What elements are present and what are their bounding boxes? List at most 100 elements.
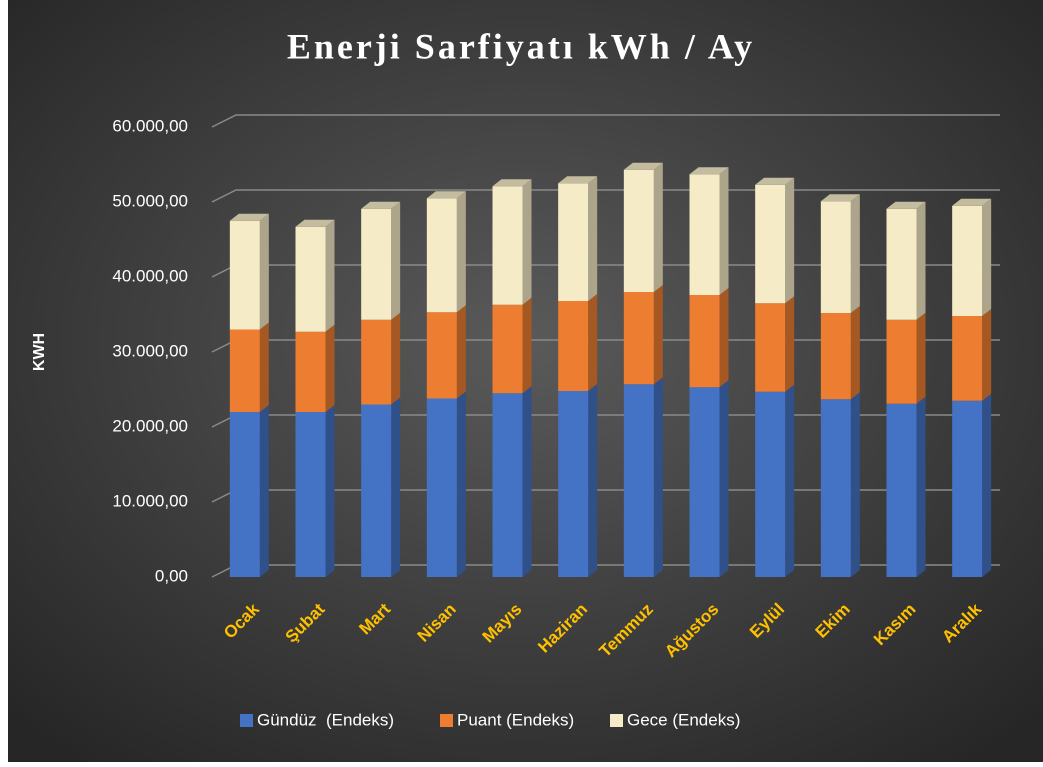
bar [229,220,260,330]
bar-top [426,191,466,199]
bar [426,312,457,399]
bar-top [295,219,335,227]
bar [886,208,917,320]
bar [755,184,786,304]
bar-side [982,309,992,401]
bar-top [689,167,729,175]
bar [558,391,589,577]
legend-label: Gece (Endeks) [627,710,740,729]
bar-side [259,213,269,330]
bar-top [952,198,992,206]
bar [952,400,983,577]
bar [820,201,851,313]
bar-side [325,219,335,332]
bar-top [361,201,401,209]
bar [689,387,720,577]
bar-side [391,397,401,577]
bar [426,198,457,313]
bar-side [653,162,663,292]
legend-swatch [240,714,253,727]
chart-title: Enerji Sarfiyatı kWh / Ay [287,26,755,66]
bar-top [623,162,663,170]
bar-side [719,288,729,388]
bar [229,329,260,412]
bar [295,412,326,577]
bar-side [719,167,729,295]
bar-top [558,176,598,184]
bar-side [653,377,663,577]
bar [426,398,457,577]
bar-top [492,179,532,187]
bar [886,403,917,577]
bar [623,384,654,577]
bar [295,331,326,412]
bar [755,303,786,392]
y-tick-label: 10.000,00 [112,491,188,510]
bar-side [325,324,335,412]
bar [361,404,392,577]
bar-side [916,312,926,404]
bar-side [522,297,532,394]
bar [295,226,326,332]
bar [689,295,720,388]
y-tick-label: 60.000,00 [112,116,188,135]
bar-side [785,177,795,304]
bar [492,186,523,305]
bar-side [456,305,466,399]
y-tick-label: 30.000,00 [112,341,188,360]
bar-top [886,201,926,209]
bar-side [456,191,466,313]
bar [952,205,983,316]
bar [229,412,260,577]
y-tick-label: 0,00 [155,566,188,585]
bar-side [259,322,269,412]
bar-top [229,213,269,221]
bar-side [522,179,532,305]
bar [886,319,917,404]
bar-side [259,405,269,577]
bar-side [785,296,795,392]
bar [361,319,392,405]
legend-label: Puant (Endeks) [457,710,574,729]
bar-side [588,294,598,391]
bar-side [522,386,532,577]
bar [820,313,851,400]
legend-label: Gündüz (Endeks) [257,710,394,729]
grid-line [211,189,1000,203]
y-tick-label: 50.000,00 [112,191,188,210]
bar [755,391,786,577]
y-axis-label: KWH [31,333,48,371]
bar-side [719,380,729,577]
bar [492,304,523,394]
bar-top [755,177,795,185]
bar-side [850,392,860,577]
bar [492,393,523,577]
bar-side [982,198,992,316]
bar [558,183,589,301]
bar-side [588,176,598,301]
bar [623,292,654,385]
bar-side [653,285,663,385]
bar [558,301,589,391]
bar-side [588,384,598,577]
bar [623,169,654,292]
bar [689,174,720,295]
y-tick-label: 40.000,00 [112,266,188,285]
bar-side [982,393,992,577]
bar-side [785,384,795,577]
legend-swatch [440,714,453,727]
bar-side [456,391,466,577]
bar-side [916,201,926,320]
y-tick-label: 20.000,00 [112,416,188,435]
bar-side [325,405,335,577]
legend-swatch [610,714,623,727]
bar [820,399,851,577]
bar [361,208,392,320]
bar-side [850,306,860,400]
grid-line [211,114,1000,128]
bar-side [391,201,401,320]
bar [952,316,983,401]
bar-side [391,312,401,405]
